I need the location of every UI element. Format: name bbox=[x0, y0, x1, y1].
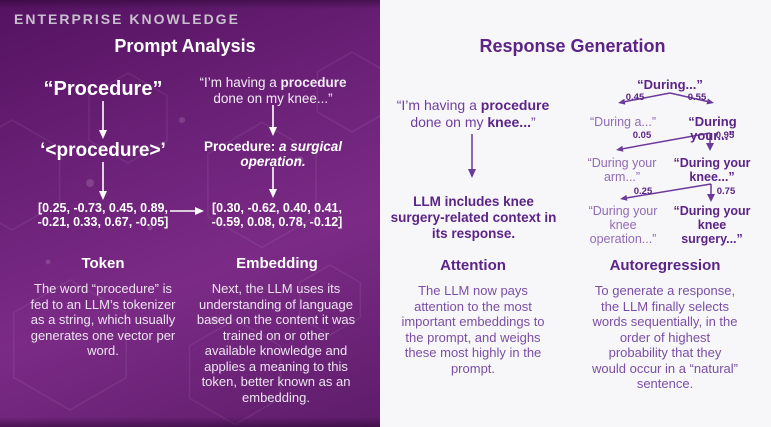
quote-bold-word: knee... bbox=[487, 114, 531, 130]
probability-label: 0.25 bbox=[633, 186, 653, 197]
tree-node: “During your knee operation...” bbox=[588, 204, 658, 246]
prompt-analysis-panel: ENTERPRISE KNOWLEDGE Prompt Analysis “Pr… bbox=[0, 0, 380, 427]
attention-statement: LLM includes knee surgery-related contex… bbox=[390, 194, 557, 241]
tree-node: “During your...” bbox=[688, 114, 737, 143]
definition-meaning: a surgical operation. bbox=[240, 139, 343, 169]
embedding-vector-line2: -0.59, 0.08, 0.78, -0.12] bbox=[211, 215, 343, 229]
quote-text: “I’m having a bbox=[396, 97, 481, 113]
autoregression-tree: “During...” 0.45 0.55 “During a...” “Dur… bbox=[580, 72, 765, 252]
hexagon-pattern-decoration bbox=[0, 0, 380, 427]
attention-heading: Attention bbox=[440, 257, 506, 274]
token-vector-line1: [0.25, -0.73, 0.45, 0.89, bbox=[38, 201, 168, 215]
arrow-down-icon bbox=[269, 105, 277, 136]
arrow-down-icon bbox=[468, 134, 476, 178]
quote-bold-word: procedure bbox=[280, 75, 347, 90]
attention-quote: “I’m having a procedure done on my knee.… bbox=[390, 97, 556, 131]
token-source-word: “Procedure” bbox=[43, 78, 163, 100]
autoregression-description: To generate a response, the LLM finally … bbox=[592, 283, 738, 391]
quote-bold-word: procedure bbox=[480, 97, 550, 113]
response-generation-title: Response Generation bbox=[479, 36, 666, 56]
tree-node-root: “During...” bbox=[637, 77, 703, 92]
token-string: ‘<procedure>’ bbox=[40, 140, 166, 161]
quote-text: done on my bbox=[410, 114, 488, 130]
embedding-vector: [0.30, -0.62, 0.40, 0.41, -0.59, 0.08, 0… bbox=[187, 201, 367, 229]
arrow-down-icon bbox=[99, 162, 107, 200]
token-vector-line2: -0.21, 0.33, 0.67, -0.05] bbox=[37, 215, 169, 229]
attention-description: The LLM now pays attention to the most i… bbox=[401, 283, 545, 376]
probability-label: 0.75 bbox=[716, 186, 736, 197]
token-description: The word “procedure” is fed to an LLM’s … bbox=[30, 281, 176, 358]
embedding-heading: Embedding bbox=[236, 255, 318, 272]
probability-label: 0.55 bbox=[687, 92, 707, 103]
token-heading: Token bbox=[81, 255, 125, 272]
embedding-description: Next, the LLM uses its understanding of … bbox=[196, 281, 356, 405]
quote-text: done on my knee...” bbox=[213, 91, 333, 106]
prompt-analysis-title: Prompt Analysis bbox=[114, 36, 256, 56]
page-title: ENTERPRISE KNOWLEDGE bbox=[14, 11, 240, 27]
embedding-quote: “I’m having a procedure done on my knee.… bbox=[198, 75, 348, 107]
embedding-vector-line1: [0.30, -0.62, 0.40, 0.41, bbox=[212, 201, 342, 215]
probability-label: 0.05 bbox=[632, 130, 652, 141]
probability-label: 0.95 bbox=[715, 130, 735, 141]
arrow-down-icon bbox=[269, 167, 277, 198]
tree-node: “During your arm...” bbox=[587, 156, 657, 184]
quote-text: “I’m having a bbox=[199, 75, 281, 90]
tree-node: “During your knee...” bbox=[673, 156, 751, 184]
autoregression-heading: Autoregression bbox=[609, 257, 721, 274]
arrow-right-icon bbox=[170, 207, 204, 215]
tree-node: “During your knee surgery...” bbox=[673, 204, 751, 246]
tree-arrows bbox=[616, 92, 715, 202]
token-vector: [0.25, -0.73, 0.45, 0.89, -0.21, 0.33, 0… bbox=[13, 201, 193, 229]
arrow-down-icon bbox=[99, 101, 107, 139]
quote-text: ” bbox=[530, 114, 536, 130]
definition-term: Procedure: bbox=[203, 139, 279, 154]
embedding-definition: Procedure: a surgical operation. bbox=[198, 139, 348, 169]
probability-label: 0.45 bbox=[625, 92, 645, 103]
tree-node: “During a...” bbox=[590, 115, 656, 129]
